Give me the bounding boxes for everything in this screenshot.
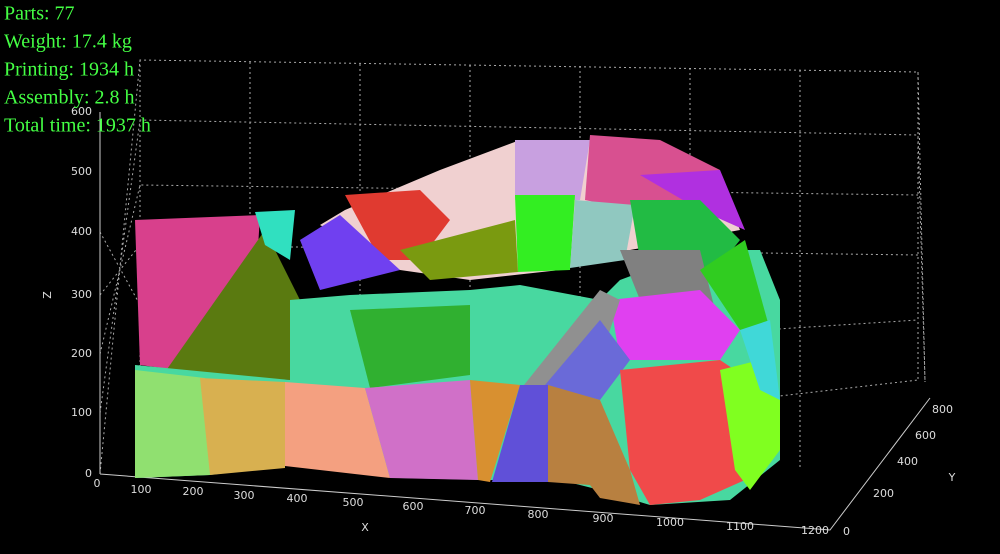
x-tick-label: 1000 (656, 516, 684, 529)
patch (470, 380, 520, 482)
patch (570, 200, 635, 268)
x-tick-label: 800 (528, 508, 549, 521)
patch (135, 370, 210, 478)
patch (515, 195, 575, 272)
patch (165, 230, 300, 380)
patch (255, 210, 295, 260)
patch (610, 290, 740, 360)
z-tick-label: 200 (71, 347, 92, 360)
x-tick-label: 700 (465, 504, 486, 517)
x-tick-label: 200 (183, 485, 204, 498)
patch (300, 215, 400, 290)
z-tick-label: 0 (85, 467, 92, 480)
y-tick-label: 200 (873, 487, 894, 500)
axis-ticks: 0 100 200 300 400 500 600 700 800 900 1000 1100 1200… (71, 105, 953, 538)
patch (520, 290, 620, 390)
y-tick-label: 800 (932, 403, 953, 416)
patch (345, 190, 450, 260)
patch (620, 360, 745, 505)
y-tick-label: 600 (915, 429, 936, 442)
axis-lines (99, 112, 931, 531)
stats-overlay: Parts: 77 Weight: 17.4 kg Printing: 1934 h… (4, 3, 151, 137)
stat-line: Parts: 77 (4, 3, 75, 25)
z-tick-label: 100 (71, 406, 92, 419)
stat-line: Assembly: 2.8 h (4, 87, 135, 109)
x-tick-label: 0 (94, 477, 101, 490)
stat-line: Printing: 1934 h (4, 59, 134, 81)
x-tick-label: 400 (287, 492, 308, 505)
x-tick-label: 500 (343, 496, 364, 509)
y-tick-label: 0 (843, 525, 850, 538)
y-tick-label: 400 (897, 455, 918, 468)
patch (200, 378, 285, 475)
stat-line: Total time: 1937 h (4, 115, 151, 137)
patch (545, 320, 630, 400)
x-axis-label: X (361, 521, 369, 534)
z-tick-label: 400 (71, 225, 92, 238)
x-tick-label: 900 (593, 512, 614, 525)
patch (492, 385, 548, 482)
patch (400, 220, 518, 280)
z-axis-label: Z (41, 291, 54, 299)
y-axis-label: Y (948, 471, 956, 484)
x-tick-label: 600 (403, 500, 424, 513)
patch (548, 385, 640, 505)
x-tick-label: 1100 (726, 520, 754, 533)
x-tick-label: 300 (234, 489, 255, 502)
x-tick-label: 100 (131, 483, 152, 496)
z-tick-label: 500 (71, 165, 92, 178)
patch (515, 140, 590, 200)
stat-line: Weight: 17.4 kg (4, 31, 132, 53)
z-tick-label: 600 (71, 105, 92, 118)
z-tick-label: 300 (71, 288, 92, 301)
patch (740, 320, 780, 400)
patch (350, 305, 470, 388)
patch (700, 240, 770, 330)
x-tick-label: 1200 (801, 524, 829, 537)
patch (365, 380, 478, 480)
model (135, 135, 780, 505)
patch (285, 382, 390, 478)
